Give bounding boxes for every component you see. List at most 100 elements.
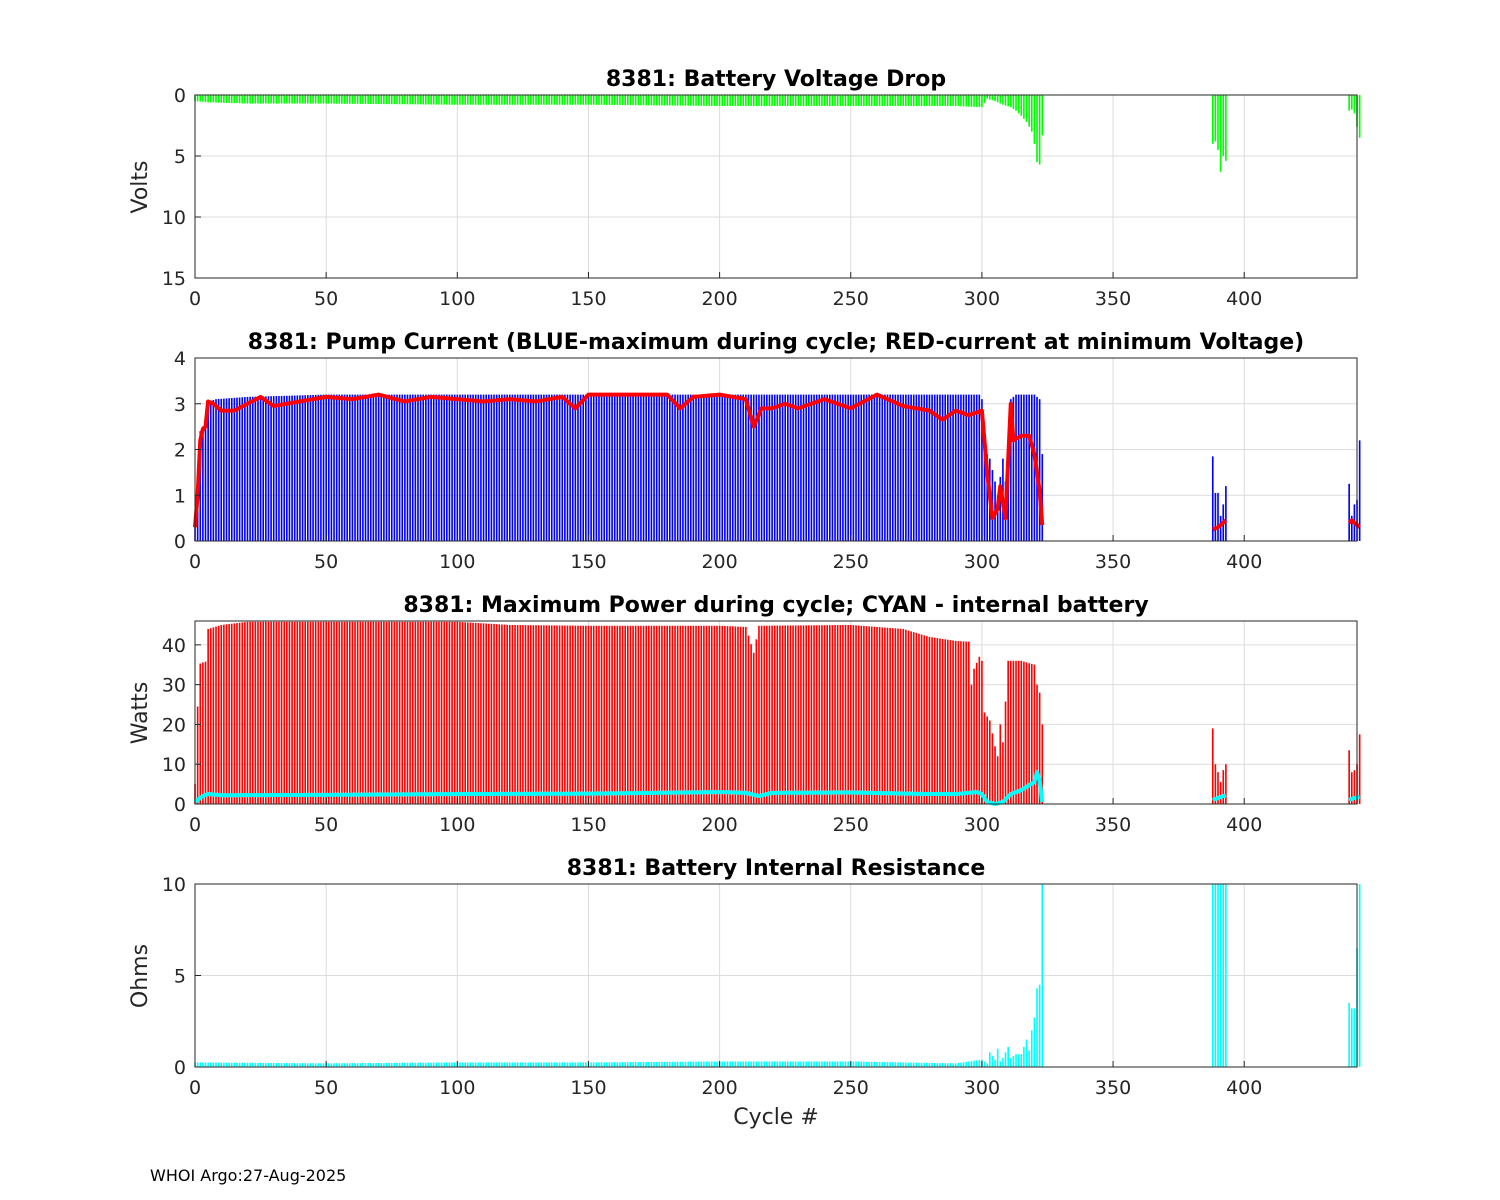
bar [716,1061,718,1067]
bar [771,1061,773,1067]
bar [477,623,480,804]
bar [941,1063,944,1067]
bar [836,1061,839,1067]
bar [535,1062,537,1067]
bar [472,394,474,541]
bar [215,95,217,103]
bar [905,629,907,804]
bar [556,394,558,541]
bar [915,1062,918,1067]
bar [810,394,813,541]
bar [241,622,244,804]
bar [731,626,734,804]
bar [425,621,427,804]
bar [307,95,309,104]
bar [351,1063,354,1067]
bar [721,394,724,541]
bar [388,1062,390,1067]
bar [779,394,781,541]
bar [485,1062,487,1067]
bar [734,394,737,541]
bar [508,394,511,541]
bar [537,394,540,541]
bar [209,95,212,103]
bar [968,394,970,541]
bar [272,95,275,104]
bar [621,1062,624,1067]
bar [1211,95,1214,144]
bar [1350,515,1353,541]
bar [708,394,710,541]
bar [1015,394,1017,541]
bar [498,394,501,541]
bar [918,95,920,106]
bar [383,1062,385,1067]
bar [692,625,695,804]
bar [236,623,238,804]
bar [619,95,621,106]
bar [388,621,390,804]
bar [440,1062,443,1067]
bar [217,625,220,804]
bar [810,625,813,804]
bar [422,394,425,541]
bar [768,1061,771,1067]
bar [747,1061,750,1067]
bar [784,394,787,541]
bar [1348,1002,1350,1067]
bar [933,394,936,541]
bar [1225,884,1227,1067]
bar [999,1061,1002,1067]
bar [204,1062,207,1067]
bar [587,394,590,541]
bar [613,625,616,804]
bar [999,476,1002,541]
bar [558,625,561,804]
bar [907,394,910,541]
bar [773,625,776,804]
bar [430,621,432,804]
bar [490,394,493,541]
bar [682,394,684,541]
bar [708,625,710,804]
bar [307,395,309,541]
bar [587,625,590,804]
bar [884,1062,886,1067]
bar [739,1061,742,1067]
bar [781,394,784,541]
bar [299,621,301,804]
bar [965,1061,968,1067]
bar [249,1062,251,1067]
bar [367,394,369,541]
y-tick-label: 0 [174,85,186,107]
bar [312,621,314,804]
bar [910,95,912,106]
bar [375,1062,377,1067]
x-tick-label: 0 [189,814,201,836]
x-tick-label: 350 [1095,551,1131,573]
bar [233,623,236,804]
bar [335,95,338,104]
bar [506,624,508,804]
bar [354,394,356,541]
bar [204,95,207,103]
bar [894,628,897,804]
bar [577,1062,579,1067]
bar [899,628,902,804]
axes-frame [194,357,1358,542]
bar [257,95,259,104]
bar [750,95,752,106]
x-tick-label: 100 [439,1077,475,1099]
bar [380,95,383,105]
bar [1350,1008,1353,1067]
bar [566,1062,569,1067]
bar [965,95,968,107]
bar [550,95,553,105]
bar [828,95,831,106]
bar [404,95,406,105]
bar [540,95,543,105]
bar [815,625,818,804]
bar [362,394,364,541]
bar [228,398,230,541]
bar [443,1062,446,1067]
